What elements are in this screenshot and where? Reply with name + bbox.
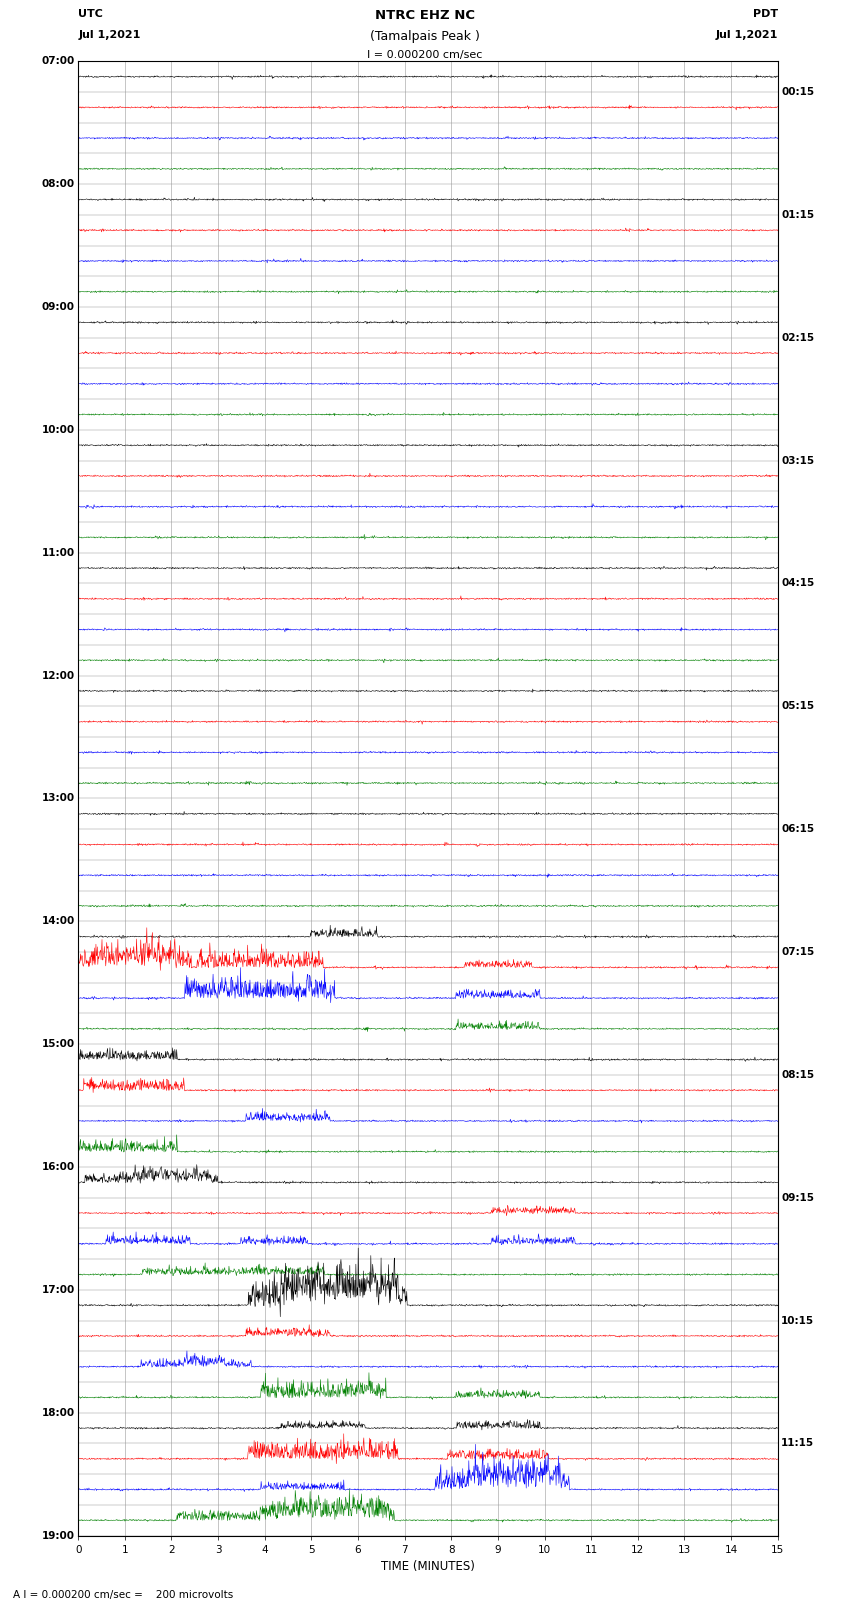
Text: 09:15: 09:15 — [781, 1192, 814, 1203]
Text: 06:15: 06:15 — [781, 824, 814, 834]
Text: 13:00: 13:00 — [42, 794, 75, 803]
Text: 07:00: 07:00 — [42, 56, 75, 66]
Text: 02:15: 02:15 — [781, 332, 814, 342]
Text: 15:00: 15:00 — [42, 1039, 75, 1048]
Text: 00:15: 00:15 — [781, 87, 814, 97]
Text: PDT: PDT — [752, 10, 778, 19]
Text: 10:15: 10:15 — [781, 1316, 814, 1326]
Text: 03:15: 03:15 — [781, 455, 814, 466]
Text: 19:00: 19:00 — [42, 1531, 75, 1540]
Text: 11:15: 11:15 — [781, 1439, 814, 1448]
Text: 01:15: 01:15 — [781, 210, 814, 219]
Text: 14:00: 14:00 — [42, 916, 75, 926]
Text: 09:00: 09:00 — [42, 302, 75, 311]
Text: 08:15: 08:15 — [781, 1069, 814, 1079]
Text: 05:15: 05:15 — [781, 702, 814, 711]
Text: (Tamalpais Peak ): (Tamalpais Peak ) — [370, 31, 480, 44]
Text: Jul 1,2021: Jul 1,2021 — [78, 31, 140, 40]
Text: 12:00: 12:00 — [42, 671, 75, 681]
Text: 07:15: 07:15 — [781, 947, 814, 957]
X-axis label: TIME (MINUTES): TIME (MINUTES) — [381, 1560, 475, 1573]
Text: 10:00: 10:00 — [42, 424, 75, 436]
Text: 08:00: 08:00 — [42, 179, 75, 189]
Text: 17:00: 17:00 — [42, 1286, 75, 1295]
Text: A I = 0.000200 cm/sec =    200 microvolts: A I = 0.000200 cm/sec = 200 microvolts — [13, 1590, 233, 1600]
Text: Jul 1,2021: Jul 1,2021 — [716, 31, 778, 40]
Text: 11:00: 11:00 — [42, 548, 75, 558]
Text: UTC: UTC — [78, 10, 103, 19]
Text: 04:15: 04:15 — [781, 579, 814, 589]
Text: 16:00: 16:00 — [42, 1161, 75, 1173]
Text: NTRC EHZ NC: NTRC EHZ NC — [375, 10, 475, 23]
Text: I = 0.000200 cm/sec: I = 0.000200 cm/sec — [367, 50, 483, 60]
Text: 18:00: 18:00 — [42, 1408, 75, 1418]
